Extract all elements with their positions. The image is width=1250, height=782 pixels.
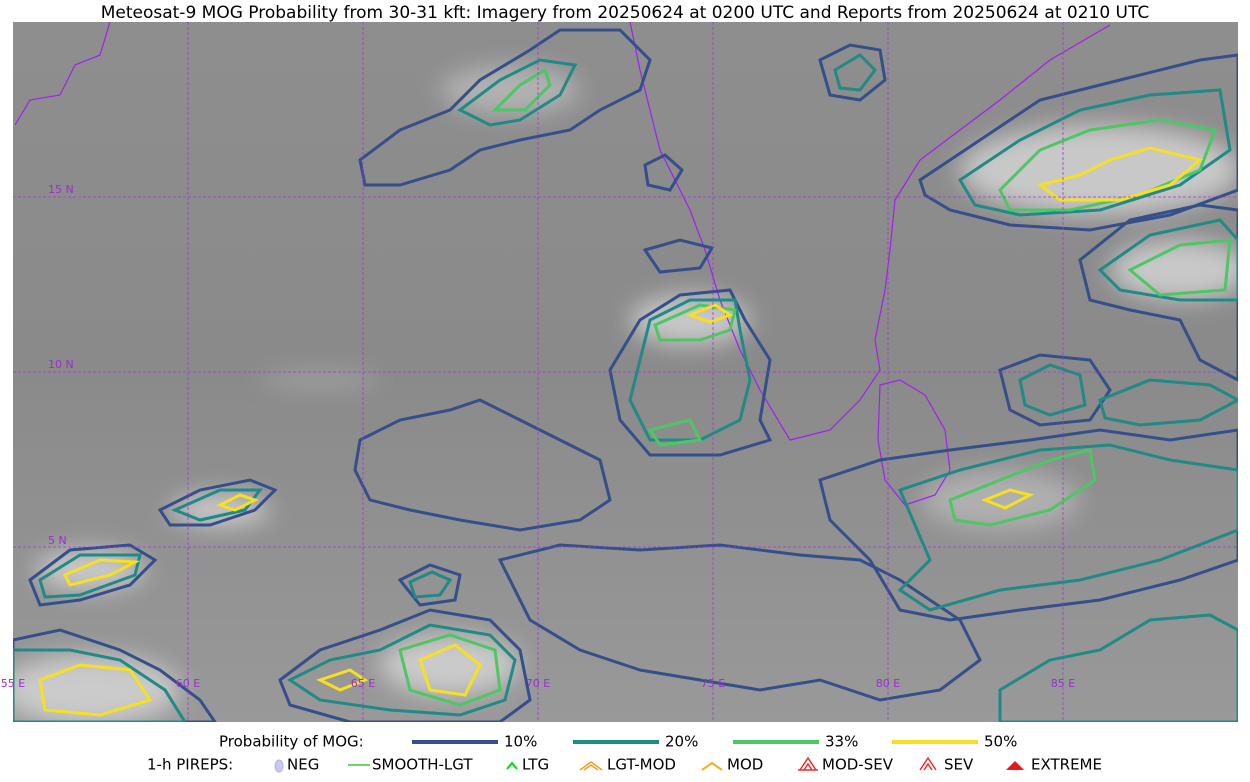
- pirep-label: EXTREME: [1031, 756, 1102, 774]
- pirep-label: LTG: [522, 756, 549, 774]
- legend-label: 20%: [665, 733, 698, 751]
- pirep-icon: [798, 756, 818, 771]
- pirep-icon: [506, 761, 518, 770]
- map: [13, 22, 1238, 722]
- legend-title: Probability of MOG:: [219, 733, 364, 751]
- lon-label: 55 E: [1, 677, 25, 690]
- legend-label: 10%: [504, 733, 537, 751]
- pirep-icon: [701, 761, 723, 771]
- graticule: [13, 22, 1238, 722]
- lon-label: 80 E: [876, 677, 900, 690]
- lon-label: 60 E: [176, 677, 200, 690]
- graticule-labels: 15 N 10 N 5 N 55 E 60 E 65 E 70 E 75 E 80 E 85 E: [1, 183, 1075, 690]
- contours: [13, 28, 1238, 722]
- pirep-label: MOD-SEV: [822, 756, 894, 774]
- pirep-label: MOD: [727, 756, 763, 774]
- lon-label: 65 E: [351, 677, 375, 690]
- pirep-label: LGT-MOD: [607, 756, 676, 774]
- title: Meteosat-9 MOG Probability from 30-31 kf…: [101, 3, 1150, 23]
- pireps-title: 1-h PIREPS:: [147, 756, 233, 774]
- pirep-icon: [579, 761, 603, 771]
- legend: Probability of MOG: 10% 20% 33% 50% 1-h PIREP…: [147, 733, 1102, 774]
- lon-label: 70 E: [526, 677, 550, 690]
- pirep-icon: [274, 759, 284, 773]
- legend-label: 33%: [825, 733, 858, 751]
- lat-label: 5 N: [48, 534, 67, 547]
- lat-label: 15 N: [48, 183, 74, 196]
- lon-label: 85 E: [1051, 677, 1075, 690]
- lat-label: 10 N: [48, 358, 74, 371]
- legend-label: 50%: [984, 733, 1017, 751]
- lon-label: 75 E: [701, 677, 725, 690]
- pirep-label: NEG: [287, 756, 319, 774]
- pirep-icon: [1006, 761, 1024, 770]
- pirep-label: SMOOTH-LGT: [372, 756, 473, 774]
- pirep-icon: [919, 756, 937, 771]
- pirep-label: SEV: [944, 756, 974, 774]
